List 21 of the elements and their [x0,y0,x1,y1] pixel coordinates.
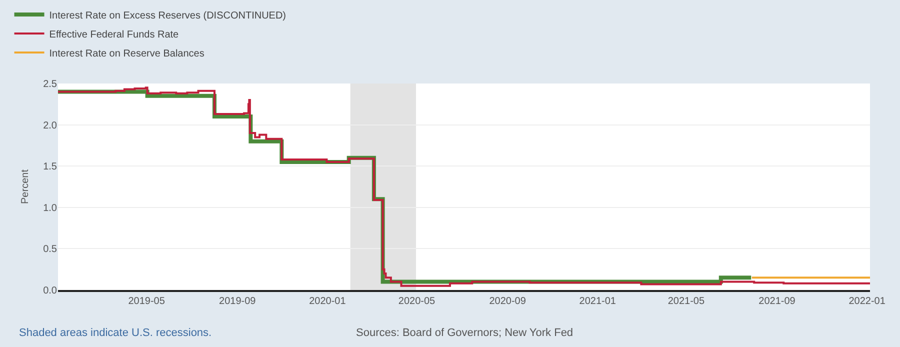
y-tick-label: 2.0 [43,120,58,132]
x-tick-label: 2021-05 [668,296,705,307]
x-tick-label: 2019-09 [219,296,256,307]
y-tick-label: 0.5 [43,244,58,256]
y-tick-label: 1.0 [43,202,58,214]
y-tick-label: 1.5 [43,162,58,173]
x-tick-label: 2022-01 [848,296,886,307]
x-tick-label: 2020-05 [398,296,436,307]
legend-label: Interest Rate on Excess Reserves (DISCONTINUED) [49,10,286,22]
x-tick-label: 2019-05 [128,296,166,307]
legend-label: Effective Federal Funds Rate [49,29,180,40]
x-tick-label: 2021-01 [579,296,616,307]
y-axis-title: Percent [20,169,32,204]
x-tick-label: 2020-01 [309,296,346,307]
source-note: Sources: Board of Governors; New York Fed [356,327,574,339]
y-tick-label: 2.5 [43,79,58,90]
text: Shaded areas indicate U.S. recessions. [19,327,212,339]
x-tick-label: 2020-09 [489,296,526,307]
y-tick-label: 0.0 [43,286,58,296]
x-tick-label: 2021-09 [758,296,796,307]
legend-label: Interest Rate on Reserve Balances [49,48,204,60]
